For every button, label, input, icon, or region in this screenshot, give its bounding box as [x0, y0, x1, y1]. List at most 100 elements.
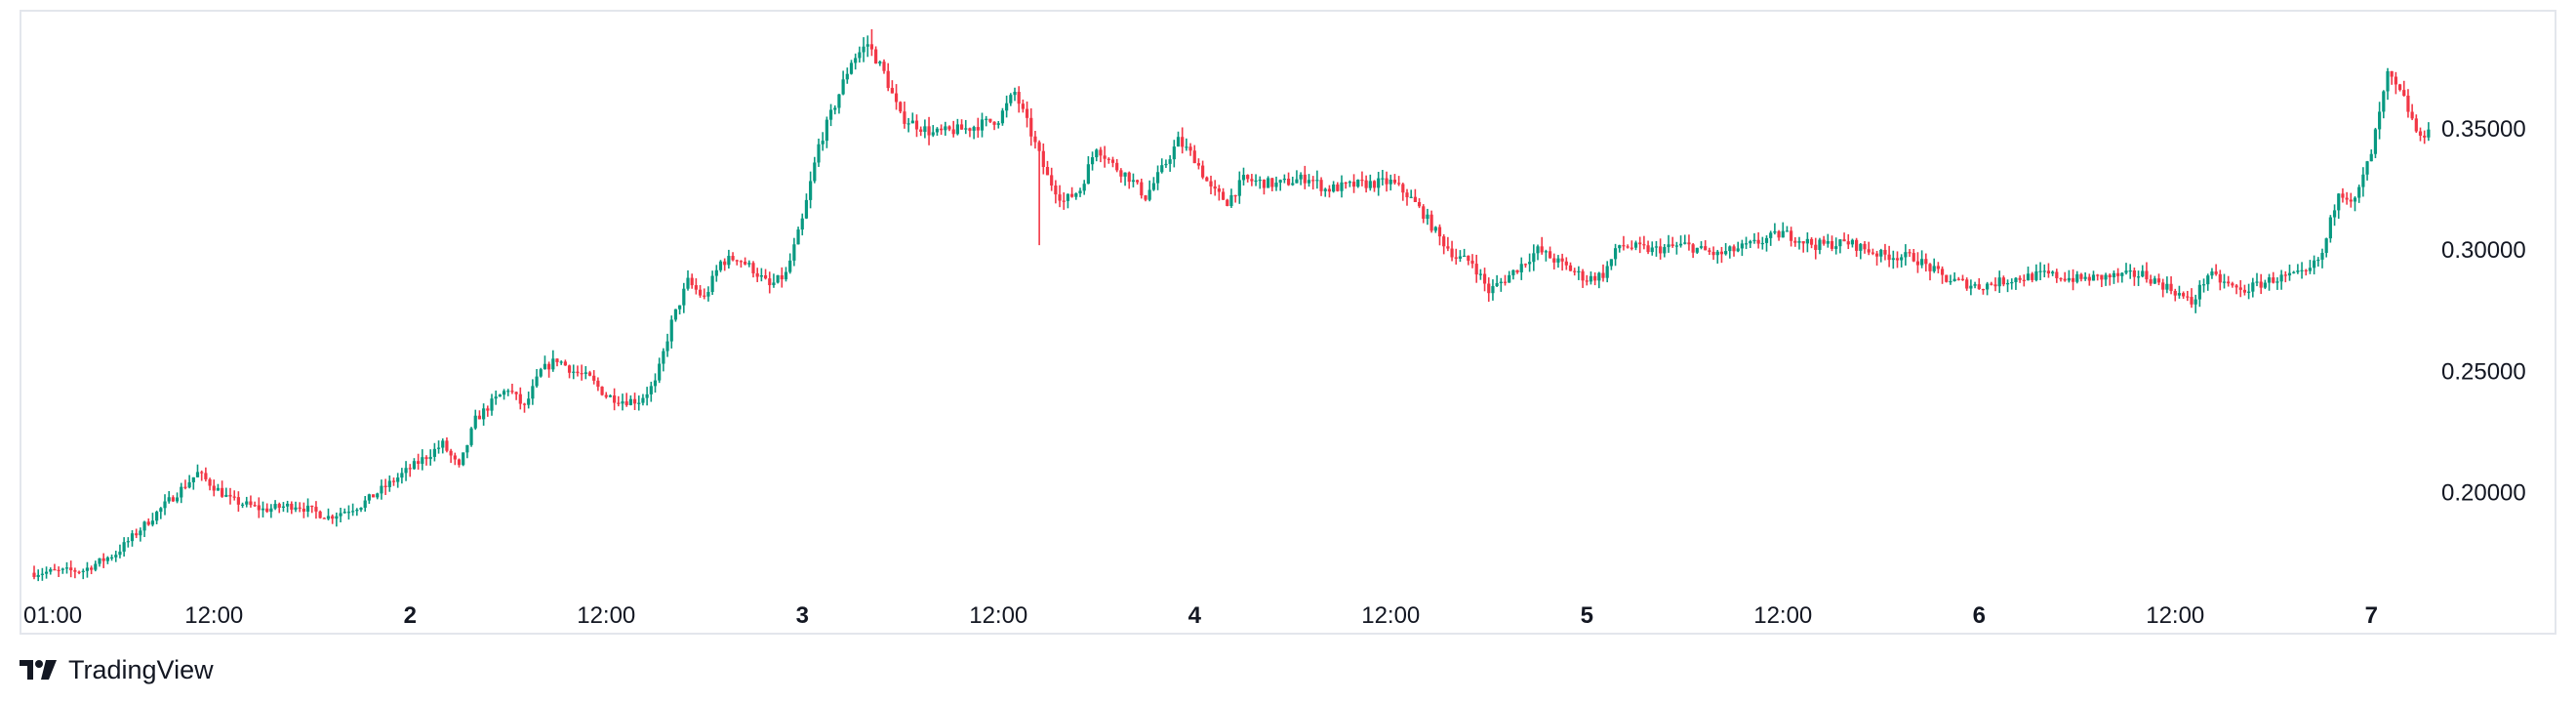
candle[interactable] [2026, 267, 2031, 281]
candle[interactable] [2210, 268, 2214, 279]
candle[interactable] [694, 278, 698, 295]
candle[interactable] [32, 565, 36, 580]
candle[interactable] [1915, 252, 1920, 273]
candle[interactable] [1250, 174, 1254, 186]
candle[interactable] [1160, 158, 1164, 174]
candle[interactable] [1033, 130, 1037, 149]
candle[interactable] [1315, 170, 1319, 189]
candle[interactable] [2075, 270, 2079, 284]
candle[interactable] [527, 392, 531, 409]
candle[interactable] [441, 438, 445, 454]
candle[interactable] [869, 28, 874, 57]
candle[interactable] [1678, 235, 1683, 248]
candle[interactable] [2267, 273, 2272, 291]
candle[interactable] [780, 267, 784, 288]
candle[interactable] [1818, 237, 1822, 255]
candle[interactable] [1286, 172, 1291, 186]
candle[interactable] [1241, 167, 1246, 186]
candle[interactable] [1127, 171, 1131, 189]
candle[interactable] [706, 286, 710, 302]
candle[interactable] [146, 518, 150, 526]
candle[interactable] [404, 461, 408, 481]
candle[interactable] [1319, 177, 1323, 196]
candle[interactable] [1809, 236, 1814, 249]
candle[interactable] [286, 500, 290, 513]
candle[interactable] [130, 530, 135, 547]
candle[interactable] [662, 348, 665, 372]
candle[interactable] [1597, 271, 1601, 289]
candle[interactable] [1573, 268, 1577, 276]
candle[interactable] [1785, 226, 1790, 232]
candle[interactable] [1417, 198, 1422, 209]
candle[interactable] [2373, 127, 2378, 158]
candle[interactable] [1123, 172, 1127, 186]
candle[interactable] [731, 252, 735, 262]
candle[interactable] [682, 282, 686, 313]
candle[interactable] [845, 67, 849, 84]
candle[interactable] [2059, 277, 2063, 282]
candle[interactable] [1303, 165, 1307, 189]
candle[interactable] [2100, 274, 2104, 288]
candle[interactable] [747, 260, 751, 268]
candle[interactable] [1719, 246, 1724, 264]
candle[interactable] [277, 502, 281, 514]
candle[interactable] [768, 271, 772, 294]
candle[interactable] [632, 393, 637, 410]
candle[interactable] [175, 492, 180, 504]
candle[interactable] [2190, 288, 2194, 309]
candle[interactable] [167, 490, 171, 504]
candle[interactable] [1054, 180, 1058, 204]
candle[interactable] [2034, 264, 2038, 282]
candle[interactable] [1086, 155, 1090, 185]
candle[interactable] [1695, 247, 1699, 255]
candle[interactable] [543, 355, 547, 370]
candle[interactable] [2051, 269, 2055, 276]
candle[interactable] [94, 560, 98, 572]
candle[interactable] [2242, 284, 2247, 296]
candle[interactable] [624, 393, 628, 407]
candle[interactable] [1940, 266, 1945, 284]
candle[interactable] [1172, 140, 1176, 168]
candle[interactable] [899, 101, 903, 114]
candle[interactable] [784, 267, 788, 282]
candle[interactable] [1499, 277, 1503, 292]
candle[interactable] [1711, 246, 1715, 261]
candle[interactable] [2055, 269, 2059, 283]
candle[interactable] [1463, 248, 1467, 258]
candle[interactable] [2156, 273, 2161, 286]
candle[interactable] [703, 288, 706, 300]
candle[interactable] [951, 120, 955, 138]
candle[interactable] [645, 387, 649, 406]
candle[interactable] [1299, 172, 1303, 186]
candle[interactable] [649, 381, 653, 402]
candle[interactable] [723, 258, 727, 271]
candle[interactable] [2394, 71, 2397, 95]
candle[interactable] [1429, 210, 1433, 233]
candle[interactable] [135, 528, 139, 539]
candle[interactable] [1613, 243, 1618, 267]
candle[interactable] [1385, 171, 1389, 192]
candle[interactable] [1920, 250, 1924, 269]
candle[interactable] [1467, 255, 1470, 266]
candle[interactable] [421, 449, 424, 471]
candle[interactable] [183, 479, 187, 490]
candle[interactable] [1356, 179, 1360, 188]
candle[interactable] [2304, 269, 2308, 276]
candle[interactable] [2283, 270, 2287, 283]
candle[interactable] [669, 315, 673, 349]
candle[interactable] [854, 53, 858, 70]
candle[interactable] [1340, 175, 1344, 198]
candle[interactable] [567, 364, 572, 379]
candle[interactable] [412, 458, 417, 470]
candle[interactable] [914, 114, 919, 138]
candle[interactable] [522, 402, 527, 413]
candle[interactable] [1426, 208, 1429, 226]
candle[interactable] [477, 410, 482, 420]
candle[interactable] [653, 373, 658, 393]
candle[interactable] [2120, 271, 2124, 283]
candle[interactable] [428, 449, 432, 466]
candle[interactable] [2165, 276, 2169, 294]
candle[interactable] [1564, 257, 1568, 270]
candle[interactable] [837, 94, 841, 114]
candle[interactable] [959, 119, 964, 130]
